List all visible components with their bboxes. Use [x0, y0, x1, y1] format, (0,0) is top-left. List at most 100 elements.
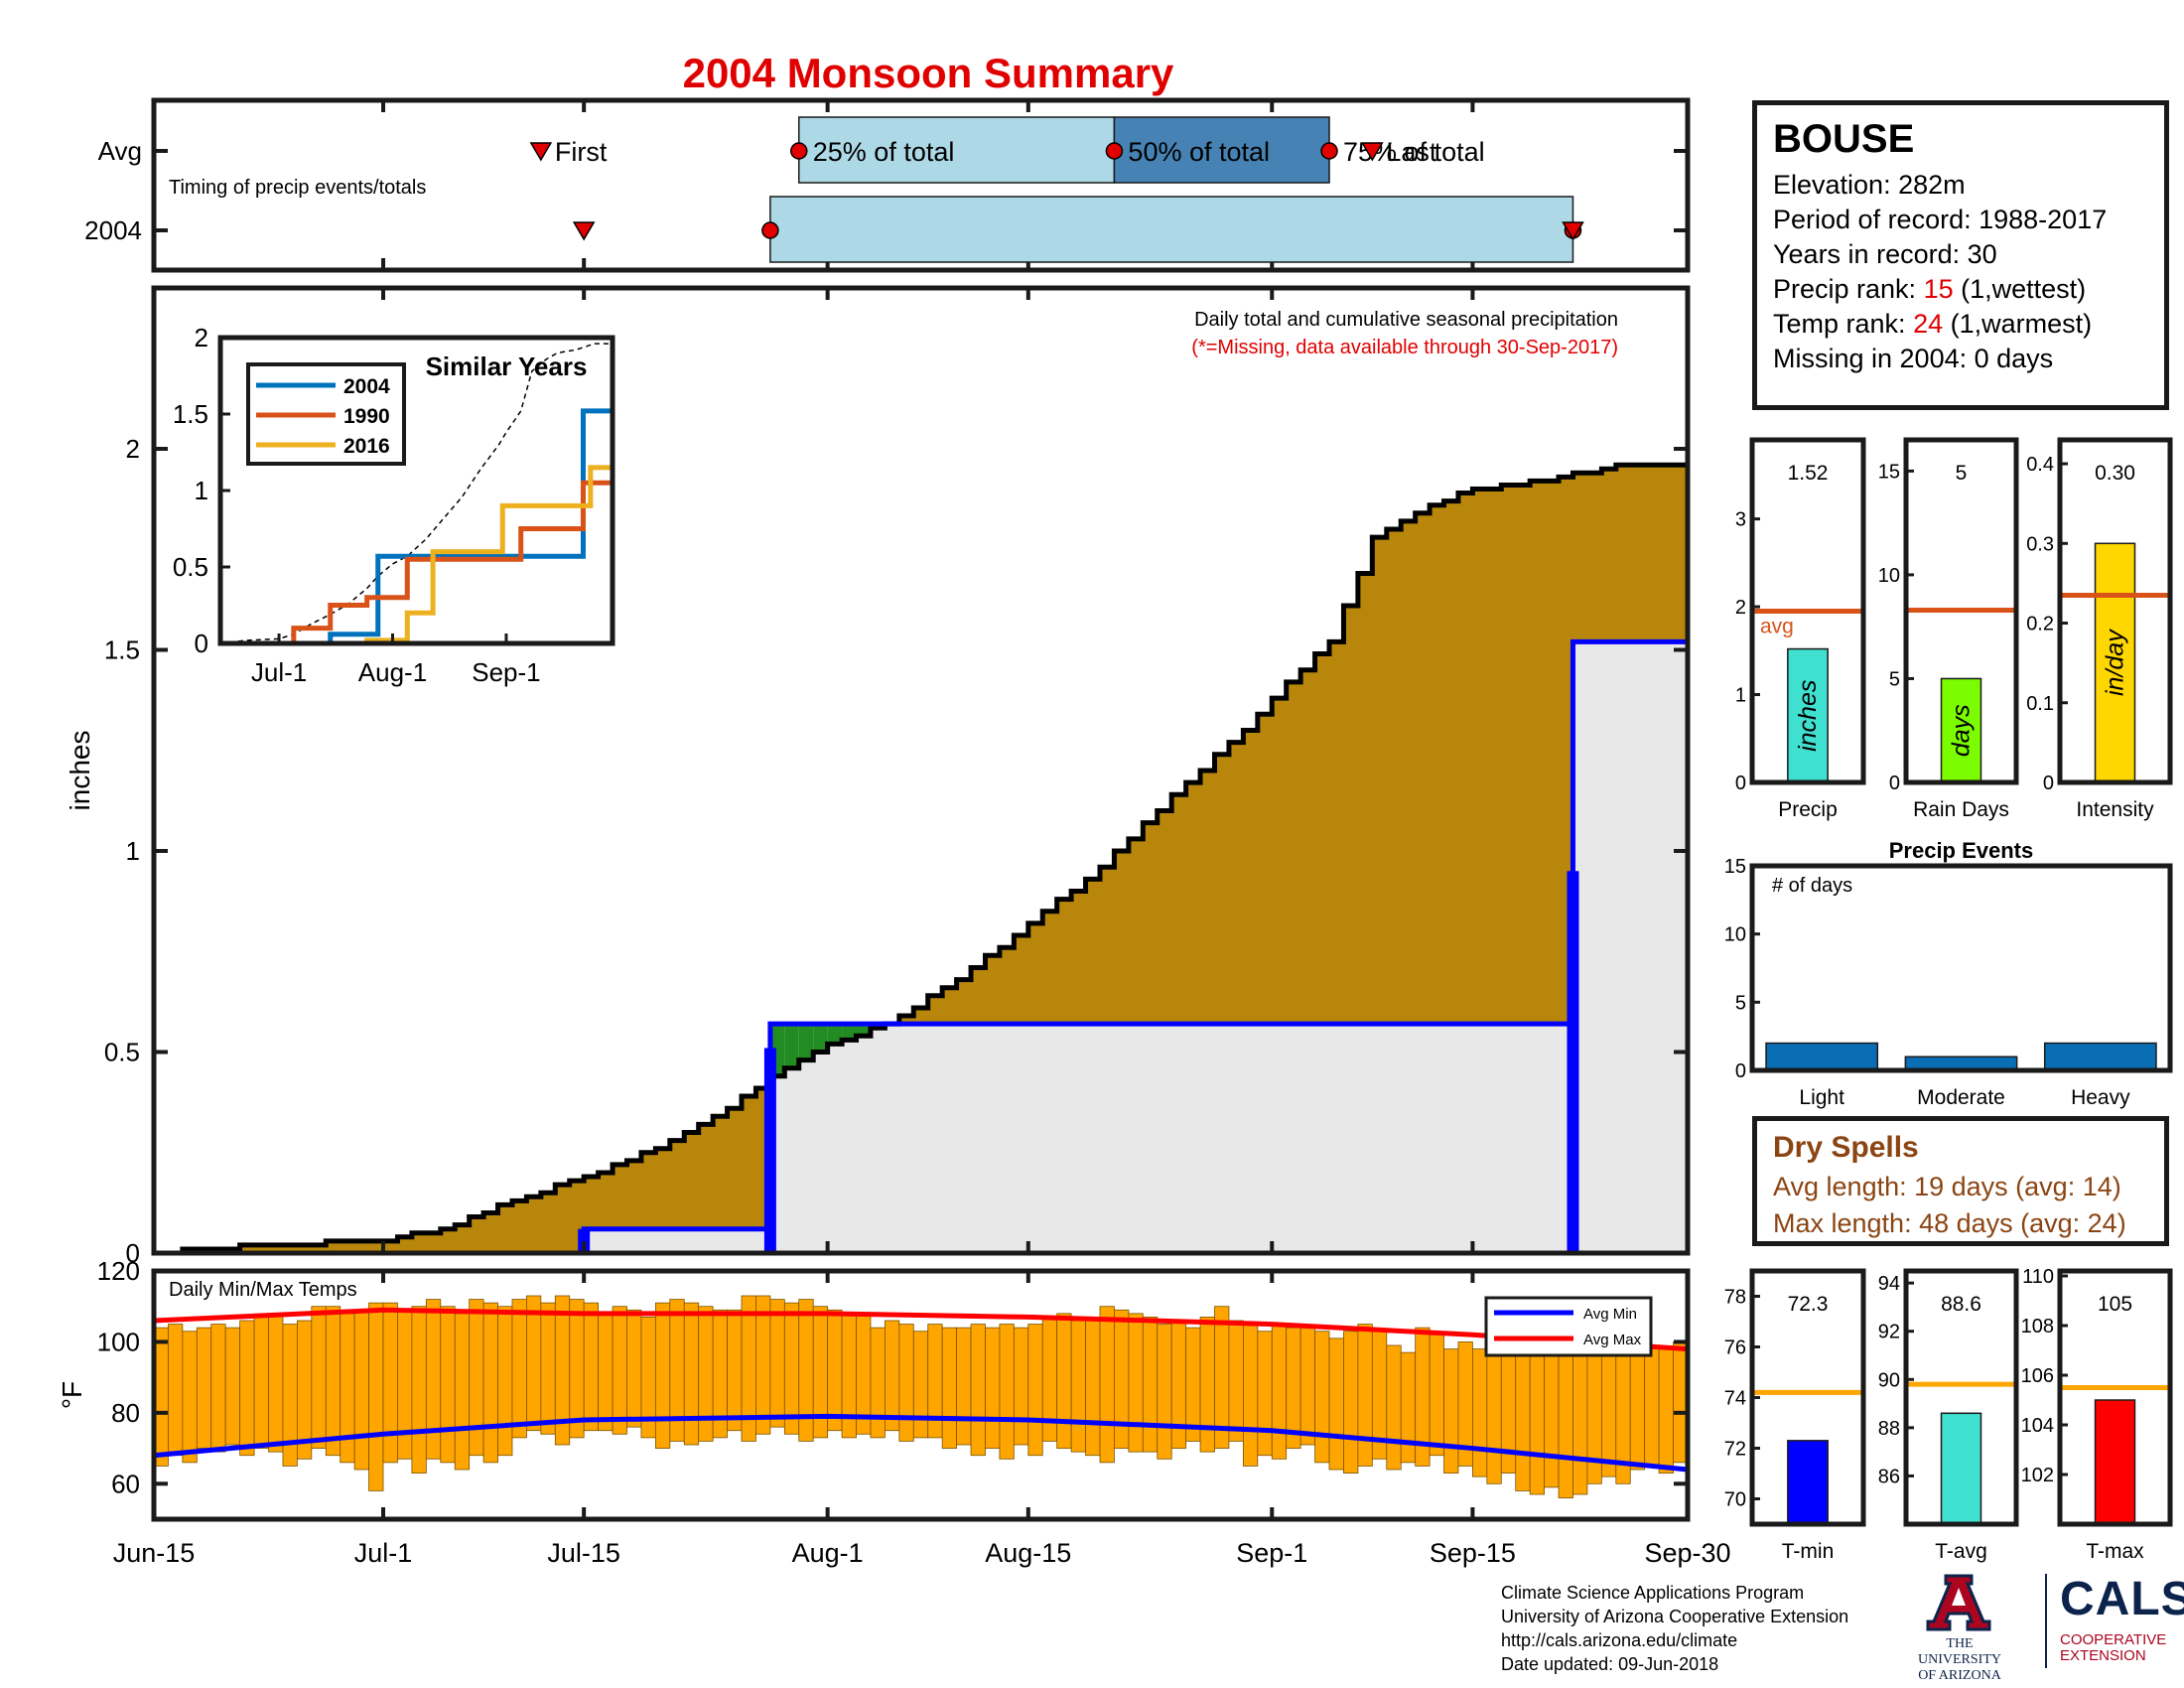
xaxis-label-0: Jun-15 — [113, 1538, 196, 1568]
temp-range-bar-68 — [1128, 1313, 1144, 1453]
temp-range-bar-33 — [626, 1309, 642, 1428]
temp-range-bar-57 — [970, 1324, 986, 1457]
temp-summary-frame-1 — [1903, 1268, 2019, 1527]
precip-summary-bar-text-0: inches — [1794, 680, 1822, 752]
temp-range-bar-92 — [1472, 1348, 1488, 1477]
cum-2004-fill-82 — [1329, 1024, 1344, 1253]
coop-line-1: COOPERATIVE — [2060, 1631, 2167, 1648]
station-info-box: BOUSE Elevation: 282m Period of record: … — [1752, 100, 2169, 410]
cum-2004-fill-95 — [1515, 1024, 1531, 1253]
timing-2004-first-marker — [572, 221, 596, 241]
temp-range-bar-5 — [224, 1327, 241, 1446]
temp-range-bar-1 — [168, 1324, 184, 1457]
temp-range-bar-7 — [253, 1317, 269, 1449]
cumulative-ytick-label-1: 0.5 — [104, 1038, 140, 1067]
cum-2004-fill-36 — [669, 1228, 685, 1253]
cumulative-title: Daily total and cumulative seasonal prec… — [1194, 309, 1618, 331]
temp-range-bar-64 — [1070, 1320, 1086, 1453]
above-avg-fill-45 — [798, 1024, 814, 1060]
temp-range-bar-95 — [1515, 1337, 1531, 1491]
cum-2004-fill-74 — [1214, 1024, 1230, 1253]
inset-legend-label-2004: 2004 — [343, 375, 390, 398]
precip-summary-bar-text-2: in/day — [2102, 629, 2129, 696]
temp-summary-bar-2 — [2094, 1399, 2136, 1525]
cum-2004-fill-58 — [985, 1024, 1001, 1253]
temp-range-bar-58 — [985, 1327, 1001, 1449]
temps-ytick-label-1: 80 — [111, 1398, 140, 1428]
timing-avg-p50-marker — [1105, 142, 1124, 160]
precip-event-label-heavy: Heavy — [2071, 1086, 2130, 1109]
cum-2004-fill-93 — [1486, 1024, 1502, 1253]
cum-2004-fill-31 — [598, 1228, 614, 1253]
temp-range-bar-78 — [1271, 1324, 1288, 1460]
temp-range-bar-31 — [598, 1313, 614, 1432]
temp-range-bar-82 — [1328, 1337, 1344, 1471]
temp-range-bar-10 — [296, 1320, 313, 1460]
temp-range-bar-72 — [1185, 1327, 1201, 1442]
precip-summary-ytick-label-2-2: 0.2 — [2026, 614, 2054, 635]
cum-2004-fill-97 — [1544, 1024, 1560, 1253]
cum-2004-fill-54 — [927, 1024, 943, 1253]
temp-summary-ytick-label-0-4: 78 — [1724, 1287, 1746, 1309]
daily-precip-bar-2 — [1567, 871, 1579, 1253]
above-avg-fill-49 — [856, 1024, 871, 1037]
elevation-text: Elevation: 282m — [1773, 170, 1966, 200]
cum-2004-fill-103 — [1630, 641, 1646, 1253]
timing-row-label-2004: 2004 — [84, 215, 142, 245]
cum-2004-fill-56 — [956, 1024, 972, 1253]
cum-2004-fill-59 — [999, 1024, 1015, 1253]
cum-2004-fill-47 — [827, 1044, 843, 1253]
temp-range-bar-17 — [397, 1309, 413, 1460]
precip-events-ytick-label-2: 10 — [1724, 924, 1746, 946]
cum-2004-fill-102 — [1615, 641, 1631, 1253]
timing-2004-last-marker — [1562, 221, 1584, 241]
temp-range-bar-43 — [769, 1299, 785, 1428]
cum-2004-fill-104 — [1644, 641, 1660, 1253]
avg-max-temp-line — [153, 1307, 1689, 1352]
inset-xtick-label-2: Sep-1 — [472, 657, 540, 687]
cum-2004-fill-86 — [1386, 1024, 1402, 1253]
precip-summary-category-label-0: Precip — [1778, 798, 1838, 821]
cum-2004-fill-32 — [613, 1228, 627, 1253]
temp-range-bar-100 — [1586, 1348, 1602, 1484]
logo-divider — [2045, 1574, 2047, 1668]
timing-row-label-avg: Avg — [98, 136, 142, 166]
precip-summary-ytick-label-2-3: 0.3 — [2026, 533, 2054, 555]
precip-event-label-light: Light — [1799, 1086, 1844, 1109]
precip-event-label-moderate: Moderate — [1917, 1086, 2005, 1109]
temp-range-bar-69 — [1142, 1317, 1159, 1453]
cum-2004-fill-38 — [698, 1228, 714, 1253]
temp-range-bar-14 — [353, 1309, 369, 1471]
cum-2004-fill-48 — [842, 1040, 858, 1253]
cum-2004-fill-84 — [1357, 1024, 1373, 1253]
cum-2004-fill-63 — [1056, 1024, 1072, 1253]
temp-rank-prefix: Temp rank: — [1773, 309, 1914, 339]
temp-range-bar-16 — [382, 1302, 398, 1464]
inset-series-line-2016 — [220, 465, 613, 646]
precip-summary-ytick-label-1-1: 5 — [1889, 668, 1900, 690]
avg-min-temp-line — [153, 1413, 1689, 1473]
temp-range-bar-96 — [1529, 1341, 1546, 1495]
temp-range-bar-60 — [1013, 1327, 1029, 1446]
xaxis-label-5: Sep-1 — [1236, 1538, 1307, 1568]
cum-2004-fill-85 — [1372, 1024, 1388, 1253]
temp-range-bar-56 — [956, 1327, 972, 1446]
temp-summary-ytick-label-2-1: 104 — [2021, 1415, 2054, 1437]
temp-range-bar-25 — [511, 1299, 527, 1439]
timing-avg-box-25-50 — [798, 116, 1116, 184]
precip-events-ytick-label-3: 15 — [1724, 856, 1746, 878]
temps-title: Daily Min/Max Temps — [169, 1279, 357, 1301]
temp-range-bar-67 — [1114, 1309, 1130, 1449]
temp-summary-value-label-2: 105 — [2098, 1293, 2132, 1316]
temp-range-bar-81 — [1314, 1331, 1330, 1464]
precip-rank-value: 15 — [1923, 274, 1954, 304]
inset-ytick-label-0: 0 — [195, 629, 208, 658]
xaxis-label-1: Jul-1 — [354, 1538, 413, 1568]
precip-summary-ytick-label-0-1: 1 — [1735, 685, 1746, 707]
inset-xtick-label-0: Jul-1 — [251, 657, 307, 687]
temp-range-bar-47 — [827, 1309, 843, 1432]
cum-2004-fill-37 — [684, 1228, 700, 1253]
precip-summary-value-label-1: 5 — [1956, 462, 1968, 485]
precip-summary-bar-1 — [1940, 677, 1982, 783]
above-avg-fill-47 — [827, 1024, 843, 1045]
